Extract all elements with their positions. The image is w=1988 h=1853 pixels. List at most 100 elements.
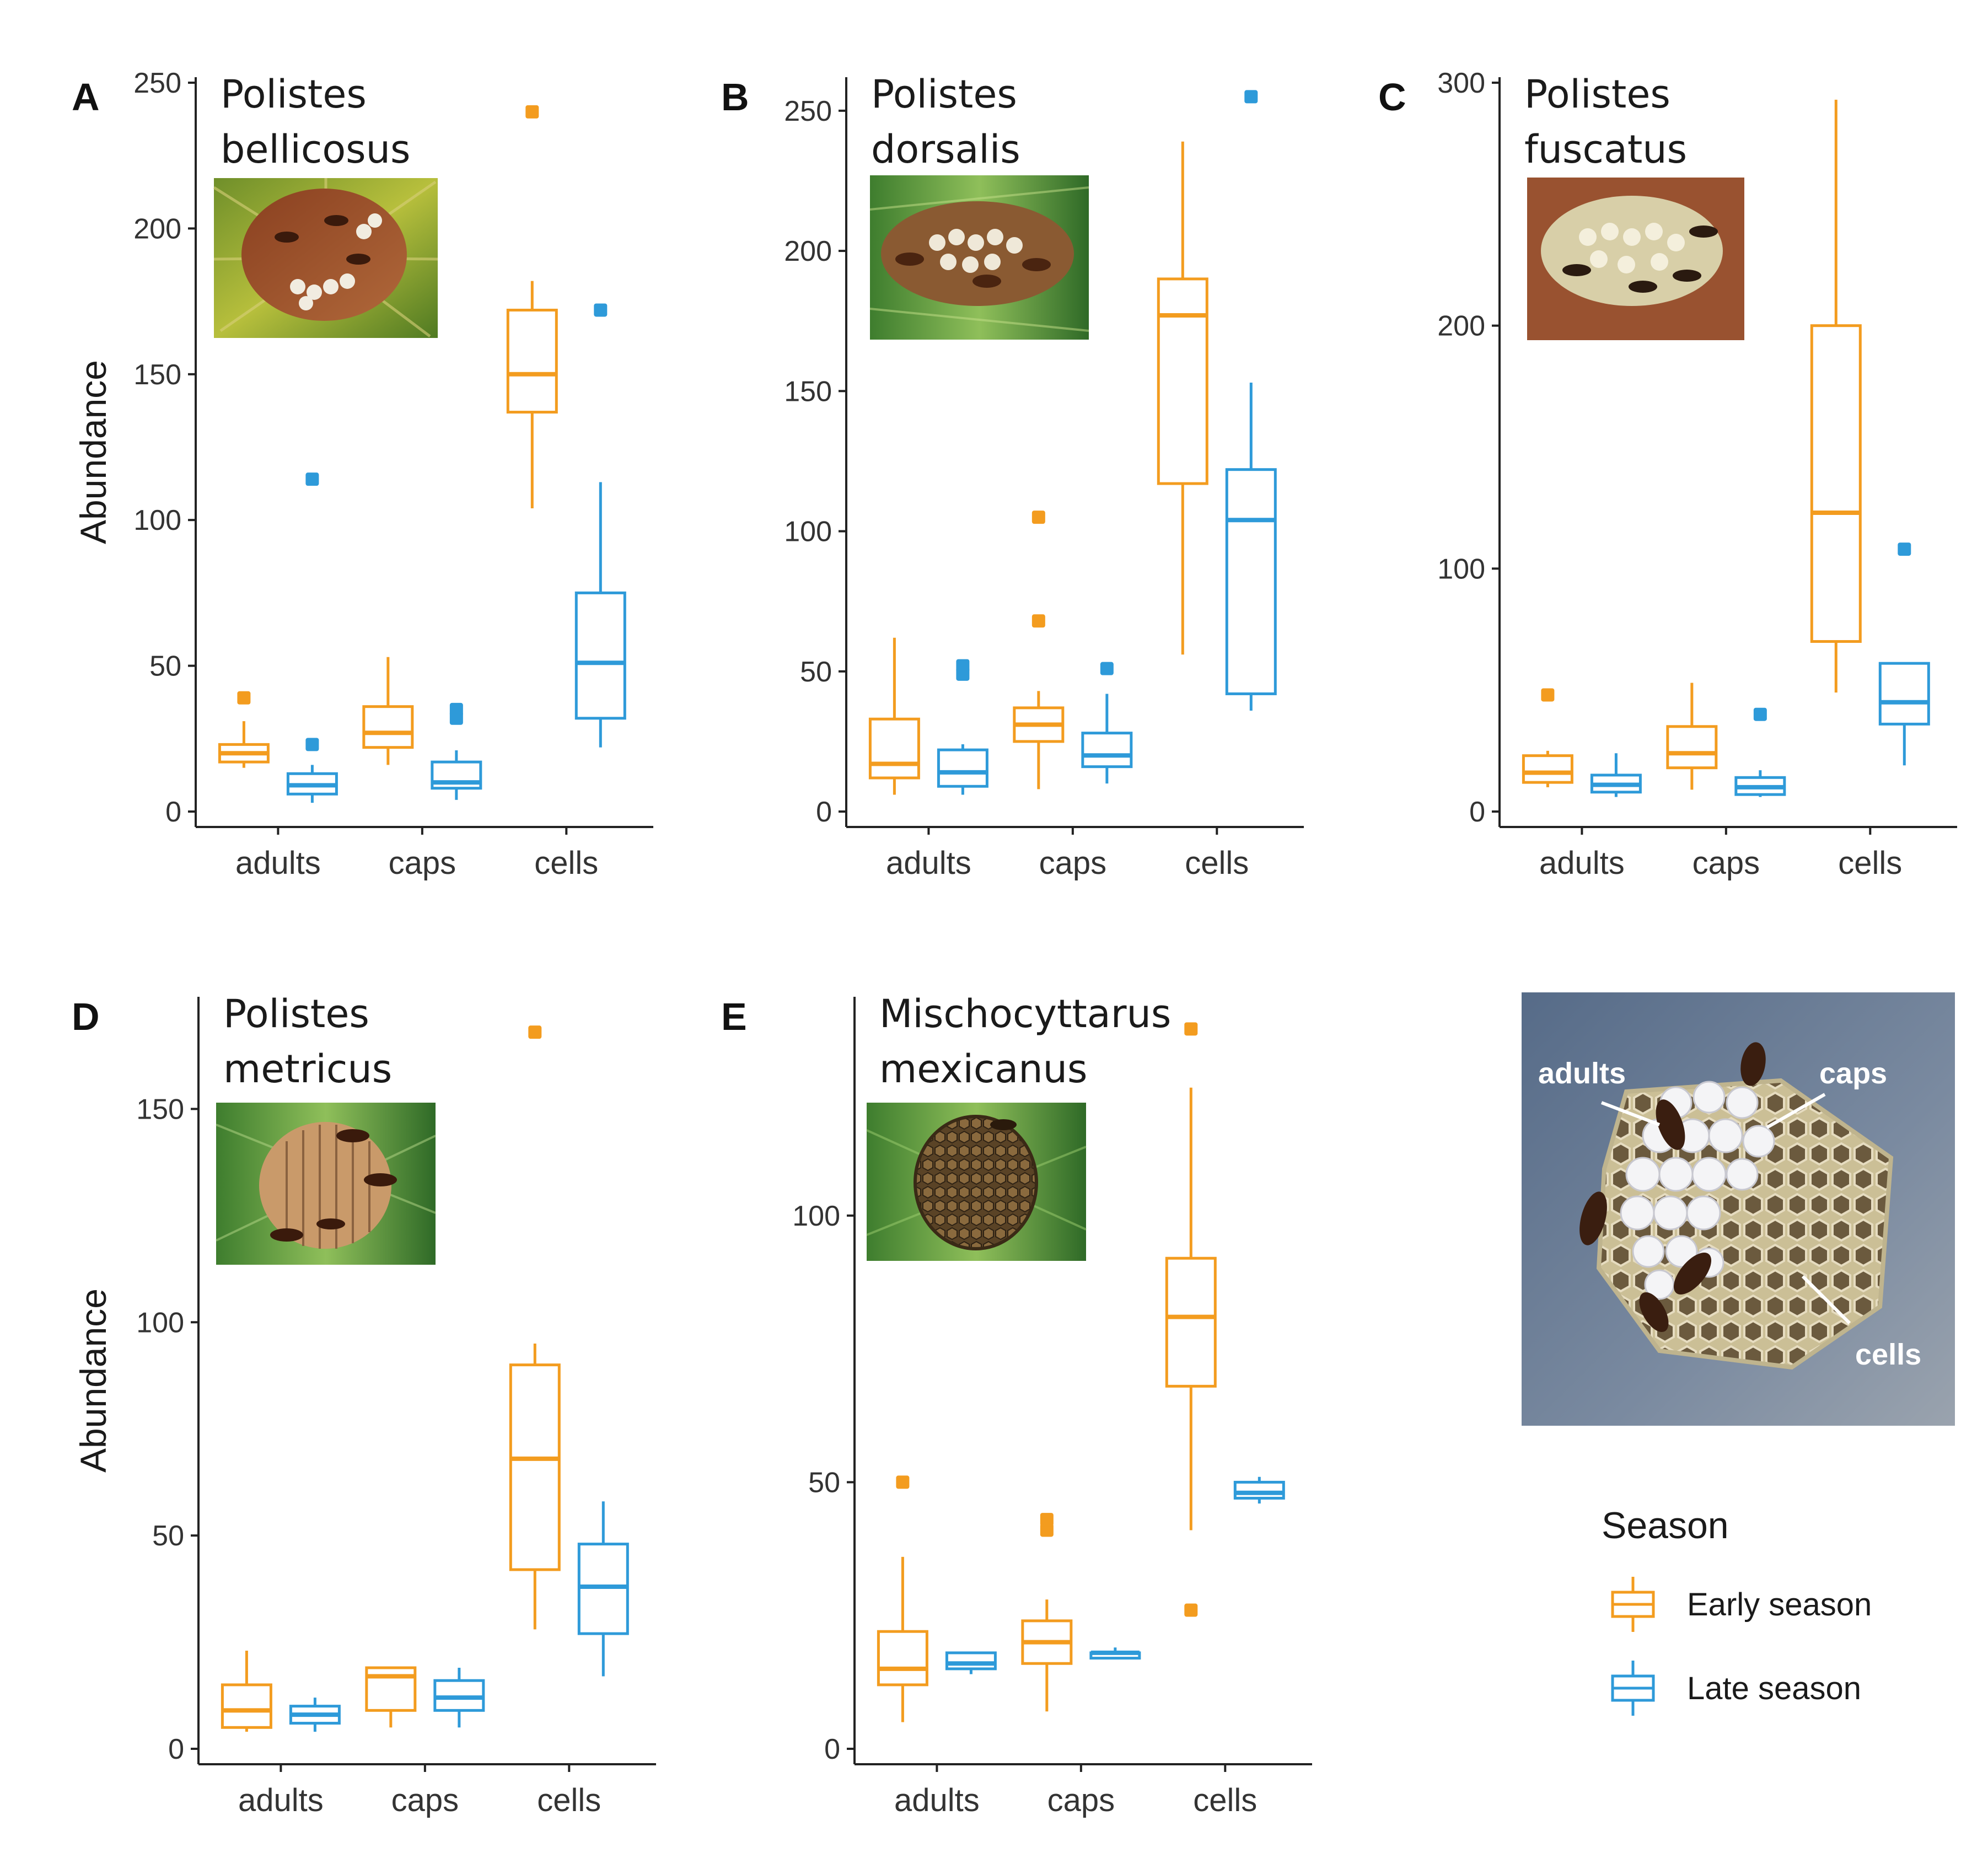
box-E-caps-late <box>1089 1647 1141 1660</box>
y-tick-label: 150 <box>133 359 181 391</box>
box-iqr <box>221 1683 272 1729</box>
y-tick-label: 300 <box>1437 67 1485 99</box>
y-tick-label: 50 <box>808 1467 840 1498</box>
y-axis-label: Abundance <box>73 1288 114 1473</box>
legend-label-early: Early season <box>1687 1587 1872 1623</box>
panel-E: E Mischocyttarus mexicanus 0 50 100 adults caps… <box>721 991 1312 1818</box>
x-tick-label-cells: cells <box>534 845 598 881</box>
outlier-point <box>1100 662 1114 675</box>
box-iqr <box>1810 324 1862 643</box>
y-tick-label: 50 <box>152 1520 184 1552</box>
y-tick-label: 100 <box>133 504 181 536</box>
panel-title-line: Mischocyttarus <box>879 991 1171 1036</box>
box-iqr <box>1165 1256 1217 1388</box>
y-tick-label: 150 <box>136 1093 184 1125</box>
legend: Season Early season Late season <box>1602 1505 1872 1716</box>
x-tick-label-caps: caps <box>1693 845 1760 881</box>
x-tick-label-caps: caps <box>389 845 456 881</box>
outlier-point <box>956 659 970 673</box>
y-tick-label: 250 <box>784 95 832 127</box>
box-A-cells-late <box>574 303 626 748</box>
box-D-adults-late <box>289 1698 341 1732</box>
legend-title: Season <box>1602 1505 1729 1546</box>
nest-photo-bellicosus <box>213 178 438 338</box>
y-tick-label: 0 <box>824 1733 840 1765</box>
x-tick-label-cells: cells <box>1185 845 1249 881</box>
box-iqr <box>1081 732 1133 769</box>
box-C-cells-late <box>1878 543 1930 766</box>
outlier-point <box>305 738 319 751</box>
y-tick-label: 50 <box>800 656 832 688</box>
panel-title-line: Polistes <box>221 72 367 117</box>
panel-letter-B: B <box>721 76 749 119</box>
box-C-adults-early <box>1522 688 1573 787</box>
outlier-point <box>1031 614 1045 628</box>
panel-letter-C: C <box>1378 76 1406 119</box>
box-E-adults-late <box>945 1651 997 1674</box>
outlier-point <box>237 691 251 705</box>
box-iqr <box>1233 1480 1285 1500</box>
x-tick-label-adults: adults <box>894 1782 980 1818</box>
panel-title-line: bellicosus <box>221 127 410 172</box>
outlier-point <box>1244 90 1258 104</box>
box-D-cells-late <box>577 1501 629 1677</box>
panel-title-line: Polistes <box>871 72 1017 117</box>
outlier-point <box>528 1025 542 1039</box>
panel-title-line: metricus <box>223 1046 392 1092</box>
box-iqr <box>945 1651 997 1671</box>
box-D-caps-late <box>433 1667 485 1728</box>
panel-title-line: mexicanus <box>879 1046 1087 1092</box>
box-C-cells-early <box>1810 99 1862 693</box>
outlier-point <box>305 472 319 486</box>
box-iqr <box>1157 277 1208 485</box>
diagram-label-adults: adults <box>1538 1057 1626 1090</box>
y-tick-label: 100 <box>784 516 832 548</box>
y-tick-label: 100 <box>792 1200 840 1232</box>
y-tick-label: 250 <box>133 67 181 99</box>
legend-label-late: Late season <box>1687 1671 1861 1706</box>
panel-B: B Polistes dorsalis 0 50 100 150 200 250 adults ca… <box>721 72 1304 881</box>
box-D-caps-early <box>365 1666 417 1728</box>
x-tick-label-adults: adults <box>886 845 971 881</box>
x-tick-label-adults: adults <box>238 1782 324 1818</box>
diagram-label-cells: cells <box>1855 1338 1921 1371</box>
box-iqr <box>1522 754 1573 784</box>
panel-letter-E: E <box>721 995 747 1038</box>
nest-diagram-photo: adults caps cells <box>1522 992 1955 1426</box>
box-D-cells-early <box>509 1025 561 1630</box>
y-tick-label: 0 <box>816 796 832 828</box>
nest-photo-mexicanus <box>866 1103 1087 1261</box>
panel-letter-D: D <box>72 995 100 1038</box>
outlier-point <box>449 702 463 716</box>
outlier-point <box>594 303 608 317</box>
y-tick-label: 0 <box>168 1733 184 1765</box>
box-iqr <box>1666 725 1718 770</box>
outlier-point <box>1040 1513 1054 1527</box>
box-iqr <box>362 705 414 749</box>
box-A-caps-late <box>431 702 482 800</box>
box-E-adults-early <box>877 1475 928 1722</box>
panel-title-line: fuscatus <box>1524 127 1687 172</box>
box-B-adults-early <box>868 637 920 795</box>
outlier-point <box>1031 511 1045 524</box>
diagram-label-caps: caps <box>1819 1057 1887 1090</box>
box-C-adults-late <box>1590 753 1642 797</box>
box-iqr <box>506 308 558 414</box>
box-iqr <box>868 717 920 780</box>
box-iqr <box>574 591 626 720</box>
outlier-point <box>1753 707 1767 721</box>
y-axis-label: Abundance <box>73 360 114 544</box>
box-A-caps-early <box>362 657 414 765</box>
x-tick-label-caps: caps <box>1047 1782 1115 1818</box>
box-C-caps-late <box>1734 707 1786 797</box>
outlier-point <box>1040 1523 1054 1537</box>
box-iqr <box>877 1630 928 1687</box>
box-E-caps-early <box>1021 1513 1073 1712</box>
box-A-adults-late <box>286 472 338 803</box>
box-B-caps-early <box>1013 511 1065 789</box>
x-tick-label-caps: caps <box>391 1782 459 1818</box>
box-B-cells-early <box>1157 141 1208 655</box>
box-C-caps-early <box>1666 683 1718 790</box>
box-D-adults-early <box>221 1651 272 1732</box>
outlier-point <box>525 105 539 119</box>
